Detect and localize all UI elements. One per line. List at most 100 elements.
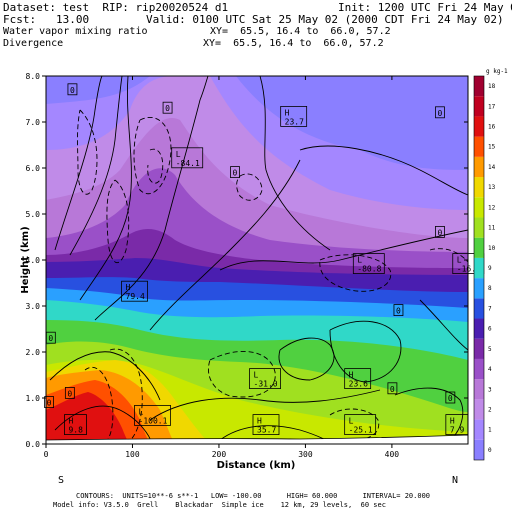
negative-contour-21 [84, 366, 114, 444]
x-tick-label: 400 [385, 450, 400, 459]
init-line: Init: 1200 UTC Fri 24 May 02 [338, 1, 512, 14]
zero-contour-label: 0 [445, 391, 456, 404]
extremum-kind: L [254, 371, 259, 380]
dataset-line: Dataset: test RIP: rip20020524 d1 [3, 1, 229, 14]
negative-contour-23 [319, 254, 392, 292]
svg-text:0: 0 [47, 399, 52, 408]
extremum-value: 9.8 [68, 426, 83, 435]
extremum-value: -100.1 [139, 416, 168, 425]
divergence-contours [49, 76, 468, 444]
extremum-value: -80.8 [357, 265, 381, 274]
fcst-line: Fcst: 13.00 [3, 13, 90, 26]
model-info: Model info: V3.5.0 Grell Blackadar Simpl… [53, 501, 386, 509]
svg-text:0: 0 [70, 86, 75, 95]
extremum-kind: L [357, 256, 362, 265]
positive-contour-8 [419, 299, 468, 351]
negative-contour-17 [147, 148, 164, 184]
positive-contour-7 [299, 145, 468, 196]
zero-contour-label: 0 [44, 396, 54, 409]
positive-contour-6 [259, 76, 331, 251]
extremum-kind: L [349, 417, 354, 426]
valid-line: Valid: 0100 UTC Sat 25 May 02 (2000 CDT … [146, 13, 504, 26]
terrain-profile [45, 434, 469, 445]
colorbar-level-label: 11 [488, 225, 496, 232]
colorbar-level-label: 14 [488, 164, 496, 171]
x-axis-label: Distance (km) [217, 460, 296, 471]
x-tick-label: 0 [44, 450, 49, 459]
colorbar-level-label: 16 [488, 124, 496, 131]
y-tick-label: 6.0 [26, 164, 41, 173]
colorbar-level-label: 6 [488, 326, 492, 333]
colorbar-level-label: 9 [488, 265, 492, 272]
svg-text:0: 0 [48, 334, 53, 343]
colorbar-level-label: 10 [488, 245, 496, 252]
extremum-value: 7.9 [450, 426, 465, 435]
colorbar-swatch [474, 177, 484, 198]
extremum-value: -25.1 [349, 426, 373, 435]
colorbar-frame [473, 75, 485, 461]
extremum-H-label: H9.8 [64, 414, 87, 436]
zero-contour-label: 0 [435, 106, 445, 119]
colorbar-swatch [474, 76, 484, 97]
contour-info: CONTOURS: UNITS=10**-6 s**-1 LOW= -100.0… [76, 492, 431, 500]
colorbar-level-label: 13 [488, 184, 496, 191]
extremum-kind: L [176, 150, 181, 159]
colorbar-swatch [474, 318, 484, 339]
colorbar-swatch [474, 136, 484, 157]
zero-contour-label: 0 [230, 166, 240, 179]
zero-contour-label: 0 [435, 225, 445, 238]
colorbar-level-label: 2 [488, 406, 492, 413]
positive-contour-14 [329, 320, 402, 383]
positive-contour-10 [54, 405, 153, 444]
extremum-value: -31.0 [254, 380, 278, 389]
positive-contour-11 [149, 389, 381, 421]
colorbar-level-label: 12 [488, 204, 496, 211]
colorbar-level-label: 15 [488, 144, 496, 151]
extremum-kind: H [257, 417, 262, 426]
field2-name: Divergence [3, 38, 64, 49]
y-tick-label: 4.0 [26, 256, 41, 265]
y-tick-label: 8.0 [26, 72, 41, 81]
svg-text:0: 0 [67, 389, 72, 398]
positive-contour-5 [219, 229, 468, 271]
extremum-H-label: H35.7 [252, 414, 280, 436]
x-tick-label: 100 [125, 450, 140, 459]
y-tick-label: 0.0 [26, 440, 41, 449]
positive-contour-15 [394, 387, 464, 441]
colorbar-level-label: 1 [488, 427, 492, 434]
colorbar-level-label: 18 [488, 83, 496, 90]
extremum-H-label: H79.4 [121, 280, 148, 302]
extremum-value: -84.1 [176, 159, 200, 168]
negative-contour-22 [208, 350, 276, 398]
moisture-fill [46, 76, 468, 444]
colorbar-swatch [474, 257, 484, 279]
x-end-left-label: S [58, 475, 64, 486]
svg-text:0: 0 [390, 385, 395, 394]
extremum-kind: L [139, 407, 144, 416]
terrain [45, 434, 469, 445]
colorbar-unit-label: g kg-1 [486, 68, 508, 75]
colorbar-level-label: 7 [488, 305, 492, 312]
colorbar-swatch [474, 358, 484, 380]
positive-contour-9 [49, 351, 161, 401]
svg-text:0: 0 [233, 169, 238, 178]
extremum-H-label: H23.7 [280, 106, 308, 127]
extremum-kind: L [457, 256, 462, 265]
colorbar-level-label: 17 [488, 103, 496, 110]
extremum-L-label: L-25.1 [344, 414, 377, 436]
colorbar-level-label: 0 [488, 447, 492, 454]
negative-contour-18 [106, 179, 130, 263]
x-tick-label: 200 [212, 450, 227, 459]
extremum-value: 23.6 [349, 380, 368, 389]
y-tick-label: 7.0 [26, 118, 41, 127]
colorbar-swatch [474, 338, 484, 359]
colorbar-level-label: 4 [488, 366, 492, 373]
positive-contour-4 [149, 159, 301, 331]
svg-text:0: 0 [396, 307, 401, 316]
zero-contour-label: 0 [67, 83, 78, 96]
colorbar-swatch [474, 237, 484, 258]
extremum-L-label: L-84.1 [171, 147, 204, 169]
extremum-value: 23.7 [285, 117, 304, 126]
extremum-L-label: L-100.1 [134, 404, 171, 426]
negative-contour-19 [77, 109, 98, 195]
